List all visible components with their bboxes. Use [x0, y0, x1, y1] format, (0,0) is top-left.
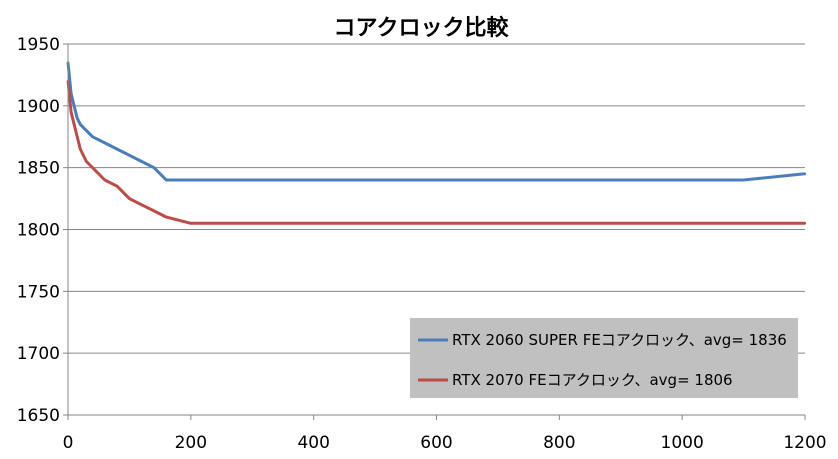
series-0-point-5 [85, 129, 88, 132]
series-1-point-17 [435, 222, 438, 225]
series-1-point-8 [115, 185, 119, 188]
chart-title: コアクロック比較 [334, 15, 510, 41]
x-tick-label-3: 600 [420, 433, 452, 453]
x-tick-label-0: 0 [63, 433, 74, 453]
series-1-point-7 [103, 178, 107, 182]
series-1-point-1 [69, 110, 73, 114]
x-tick-label-2: 400 [297, 433, 329, 453]
series-1-point-4 [79, 147, 82, 151]
grid-lines [68, 43, 805, 354]
y-tick-label-1: 1700 [17, 344, 60, 364]
series-0-point-7 [103, 141, 107, 145]
y-tick-label-0: 1650 [17, 406, 60, 426]
series-1-point-18 [496, 222, 500, 225]
series-0-point-2 [72, 104, 76, 108]
series-lines [66, 61, 807, 225]
series-0-point-16 [373, 178, 377, 182]
series-0-point-17 [435, 178, 438, 182]
legend-label-0: RTX 2060 SUPER FEコアクロック、avg= 1836 [452, 331, 787, 349]
series-0-point-9 [128, 154, 131, 157]
series-line-1 [66, 80, 805, 225]
series-1-point-19 [558, 222, 561, 225]
x-tick-label-4: 800 [543, 433, 575, 453]
series-0-point-13 [189, 178, 193, 182]
series-1-point-6 [91, 166, 94, 169]
series-0-point-18 [496, 178, 500, 182]
x-tick-label-5: 1000 [661, 433, 704, 453]
legend: RTX 2060 SUPER FEコアクロック、avg= 1836 RTX 207… [410, 318, 798, 398]
series-0-point-3 [76, 117, 79, 120]
series-line-0 [66, 62, 806, 182]
y-tick-label-2: 1750 [17, 282, 60, 302]
series-0-point-15 [312, 178, 315, 182]
series-1-point-10 [140, 203, 143, 206]
series-1-point-22 [742, 222, 745, 225]
series-0-point-6 [91, 135, 94, 138]
series-0-point-4 [79, 123, 82, 126]
legend-label-1: RTX 2070 FEコアクロック、avg= 1806 [452, 371, 733, 389]
y-tick-label-5: 1900 [17, 97, 60, 117]
y-tick-label-6: 1950 [17, 35, 60, 55]
series-0-point-14 [251, 178, 254, 182]
x-tick-label-1: 200 [175, 433, 207, 453]
series-0-point-10 [140, 160, 143, 163]
legend-box [410, 318, 798, 398]
series-0-point-8 [115, 147, 119, 151]
series-0-point-20 [619, 178, 622, 182]
series-1-point-2 [72, 123, 76, 126]
series-1-point-23 [803, 222, 807, 225]
series-1-point-5 [85, 160, 88, 163]
series-1-point-16 [373, 222, 377, 225]
series-1-point-15 [312, 222, 315, 225]
series-0-point-11 [152, 166, 156, 169]
series-1-point-3 [76, 135, 79, 138]
series-1-point-9 [128, 197, 131, 200]
series-0-point-23 [803, 172, 807, 176]
y-tick-label-3: 1800 [17, 221, 60, 241]
x-tick-label-6: 1200 [783, 433, 826, 453]
axes: 1650 1700 1750 1800 1850 1900 1950 0 200 400 600 80… [17, 35, 827, 453]
series-0-point-22 [742, 178, 745, 182]
series-1-point-12 [165, 215, 168, 219]
series-0-point-21 [680, 178, 684, 182]
series-1-point-14 [251, 222, 254, 225]
series-1-point-20 [619, 222, 622, 225]
y-tick-label-4: 1850 [17, 159, 60, 179]
series-0-point-12 [165, 178, 168, 182]
series-1-point-21 [680, 222, 684, 225]
series-1-point-13 [189, 222, 193, 225]
series-0-point-19 [558, 178, 561, 182]
series-1-point-11 [152, 209, 156, 213]
